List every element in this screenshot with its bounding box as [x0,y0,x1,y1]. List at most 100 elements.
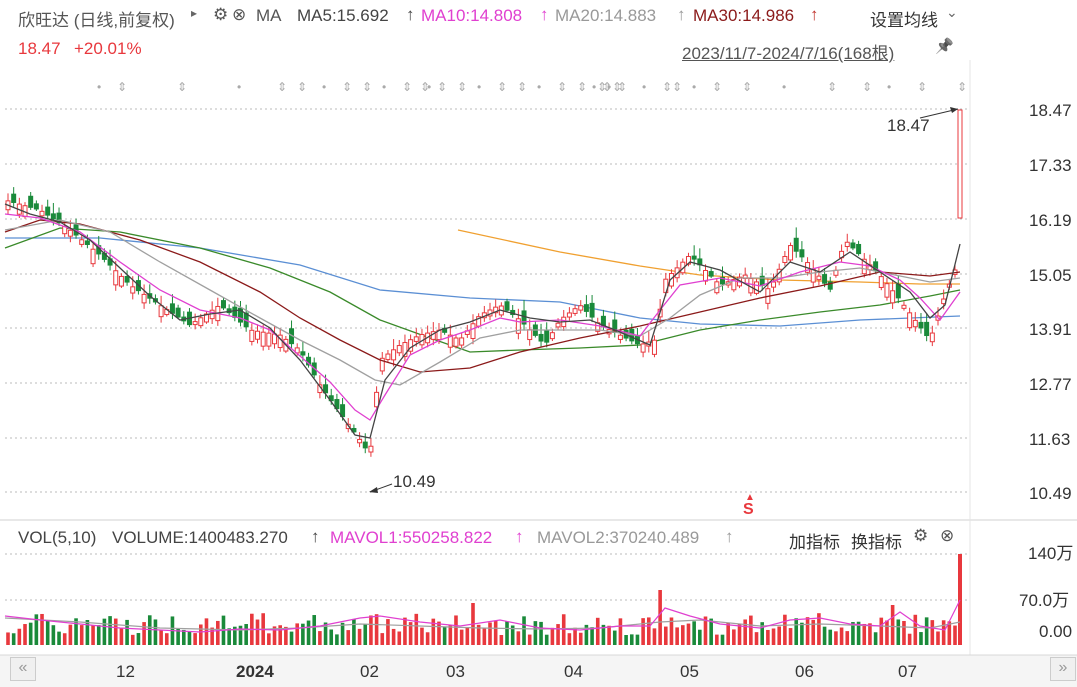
volume-bar [612,630,617,645]
change-percent: +20.01% [74,39,142,58]
volume-bar [113,618,118,645]
close-icon[interactable]: ⊗ [232,5,247,24]
event-marker-arrow-icon: ⇕ [617,80,627,94]
event-markers[interactable]: • ⇕ ⇕ • ⇕ ⇕ • ⇕ ⇕ • ⇕ ⇕• ⇕ ⇕ • ⇕ ⇕ • ⇕ ⇕ • ⇕⇕• ⇕⇕ • ⇕ ⇕ • ⇕ ⇕ • ⇕ ⇕ • ⇕ ⇕ [97,80,967,94]
volume-bar [442,626,447,645]
volume-bar [199,624,203,645]
volume-bar [698,629,702,645]
volume-bar [930,620,935,645]
volume-bar [800,622,804,645]
volume-arrow-icon: ↑ [311,527,320,546]
volume-bar [346,630,351,645]
vol-tick-label: 70.0万 [1019,591,1069,610]
volume-bar [164,633,169,645]
vol-tick-label: 0.00 [1039,622,1072,641]
mavol2-arrow-icon: ↑ [725,527,734,546]
vol-tick-label: 140万 [1028,544,1073,563]
settings-ma-button[interactable]: 设置均线 [870,11,938,30]
pin-icon[interactable]: 📌 [935,38,954,55]
event-marker-dot-icon: • [782,80,786,94]
volume-bar [130,634,135,645]
price-grid [5,108,970,601]
candle [884,283,890,298]
stock-title[interactable]: 欣旺达 (日线,前复权) [18,11,175,30]
mavol2-value: MAVOL2:370240.489 [537,528,700,547]
candle [720,276,726,285]
candle [901,304,907,309]
x-tick-label: 03 [446,662,465,681]
close-icon[interactable]: ⊗ [940,526,955,545]
volume-bar [79,625,84,645]
last-price: 18.47 [18,39,61,58]
candle [555,322,561,328]
volume-bar [805,617,810,645]
scroll-right-button[interactable]: » [1050,657,1076,681]
volume-bar [68,624,73,645]
event-marker-arrow-icon: ⇕ [712,80,722,94]
event-marker-arrow-icon: ⇕ [437,80,447,94]
event-marker-dot-icon: • [382,80,386,94]
candlestick-series[interactable] [5,109,963,457]
chart-header: 欣旺达 (日线,前复权) ▸ ⚙ ⊗ MA MA5:15.692 ↑ MA10:… [0,0,1077,34]
volume-bars[interactable] [6,554,962,645]
candle [589,302,595,318]
candle [45,206,51,216]
volume-bar [947,621,952,645]
volume-bar [505,621,509,645]
vol-label[interactable]: VOL(5,10) [18,528,97,547]
volume-bar [766,629,770,645]
ma5-line [4,203,961,439]
event-marker-dot-icon: • [537,80,541,94]
candle [816,275,822,281]
volume-bar [374,614,379,645]
y-tick-label: 16.19 [1029,211,1072,230]
candle [11,193,17,203]
event-marker-dot-icon: • [692,80,696,94]
volume-bar [85,620,90,645]
switch-indicator-button[interactable]: 换指标 [851,533,902,552]
volume-bar [703,616,708,645]
volume-bar [618,618,623,645]
volume-bar [40,613,44,645]
volume-bar [108,616,112,645]
date-range[interactable]: 2023/11/7-2024/7/16(168根) [682,44,895,63]
volume-bar [907,633,912,645]
volume-bar [306,620,311,645]
volume-bar [539,621,543,645]
volume-axis: 140万 70.0万 0.00 [1019,544,1073,641]
volume-bar [641,618,645,645]
volume-bar [681,625,685,645]
candle [396,345,402,354]
volume-bar [119,627,124,645]
candle [79,239,85,245]
chevron-down-icon[interactable]: ⌄ [946,4,958,20]
volume-bar [403,617,407,645]
volume-bar [777,626,782,645]
candle [850,242,856,249]
candle [799,249,805,258]
candle [515,318,521,334]
mavol2-line [4,617,961,631]
event-marker-arrow-icon: ⇕ [917,80,927,94]
expand-icon[interactable]: ▸ [191,6,198,20]
gear-icon[interactable]: ⚙ [213,5,229,24]
gear-icon[interactable]: ⚙ [913,526,929,545]
volume-bar [902,620,906,645]
add-indicator-button[interactable]: 加指标 [789,533,840,552]
short-moving-averages [4,203,961,439]
candle [175,307,181,318]
scroll-left-button[interactable]: « [10,657,36,681]
ma20-value: MA20:14.883 [555,6,657,25]
volume-bar [919,632,923,645]
volume-bar [573,627,577,645]
volume-bar [312,615,317,645]
event-marker-arrow-icon: ⇕ [297,80,307,94]
candle [924,321,930,337]
volume-bar [749,615,753,645]
candle [878,276,884,288]
volume-bar [686,623,691,645]
volume-bar [352,618,356,645]
volume-bar [516,631,521,645]
candle [385,353,391,361]
